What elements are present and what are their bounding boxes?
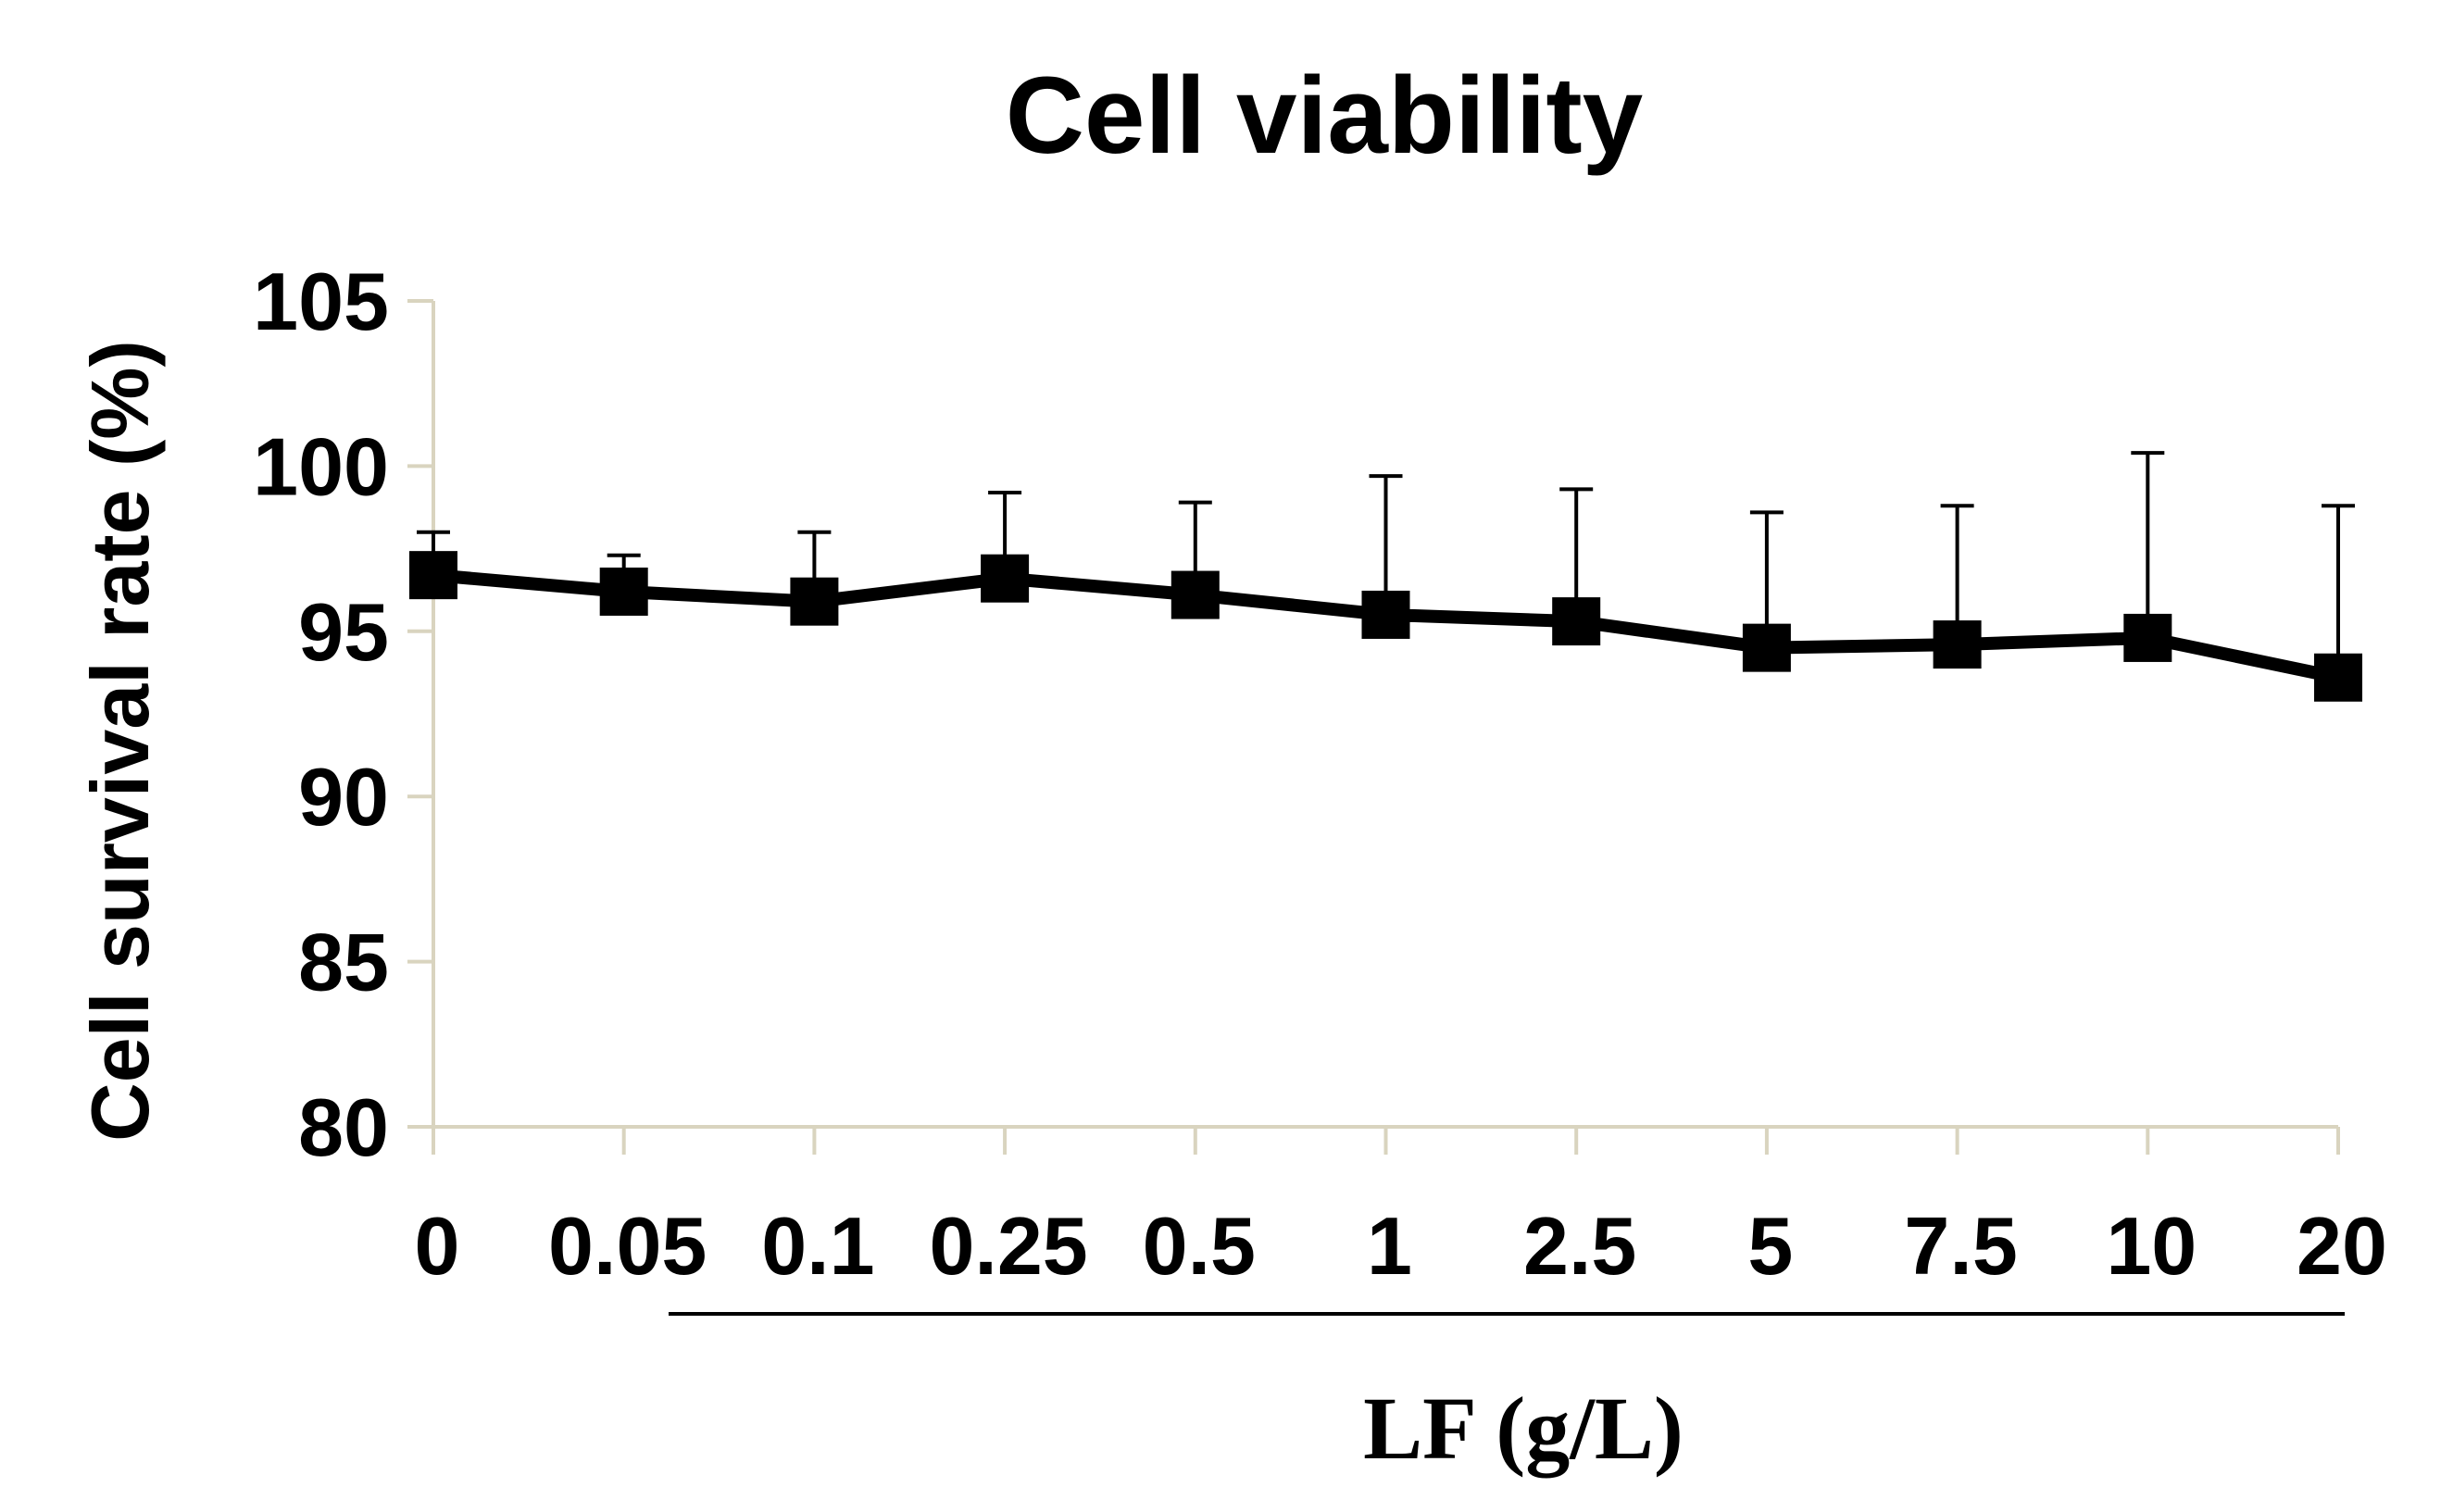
data-point-marker: [599, 567, 648, 616]
data-point-marker: [981, 554, 1030, 603]
data-point-marker: [1552, 597, 1601, 646]
data-point-marker: [1170, 570, 1220, 619]
data-point-marker: [2123, 613, 2172, 662]
chart-title: Cell viability: [1006, 55, 1644, 177]
x-tick-label: 0.05: [548, 1200, 707, 1292]
x-tick-label: 5: [1747, 1200, 1793, 1292]
x-tick-label: 20: [2297, 1200, 2387, 1292]
x-axis-label: LF (g/L): [1363, 1379, 1684, 1478]
data-markers: [409, 551, 2362, 702]
y-axis-label: Cell survival rate (%): [74, 340, 166, 1142]
x-tick-label: 0: [415, 1200, 460, 1292]
data-point-marker: [1361, 590, 1410, 639]
y-tick-label: 100: [253, 420, 389, 512]
x-tick-label: 1: [1367, 1200, 1412, 1292]
data-point-marker: [1933, 620, 1982, 669]
y-ticks: 80 85 90 95 100 105: [253, 256, 433, 1173]
x-tick-label: 2.5: [1523, 1200, 1636, 1292]
x-tick-label: 10: [2106, 1200, 2197, 1292]
x-tick-label: 0.5: [1143, 1200, 1256, 1292]
y-tick-label: 95: [298, 586, 389, 678]
y-tick-label: 85: [298, 917, 389, 1008]
data-point-marker: [409, 551, 457, 600]
x-ticks: 0 0.05 0.1 0.25 0.5 1 2.5 5 7.5 10 20: [415, 1127, 2387, 1292]
x-tick-label: 0.25: [929, 1200, 1087, 1292]
x-tick-label: 7.5: [1904, 1200, 2017, 1292]
data-point-marker: [1742, 623, 1791, 672]
data-point-marker: [2314, 653, 2362, 702]
y-tick-label: 80: [298, 1081, 389, 1173]
x-tick-label: 0.1: [761, 1200, 874, 1292]
y-tick-label: 105: [253, 256, 389, 347]
y-tick-label: 90: [298, 751, 389, 843]
data-point-marker: [790, 577, 839, 626]
